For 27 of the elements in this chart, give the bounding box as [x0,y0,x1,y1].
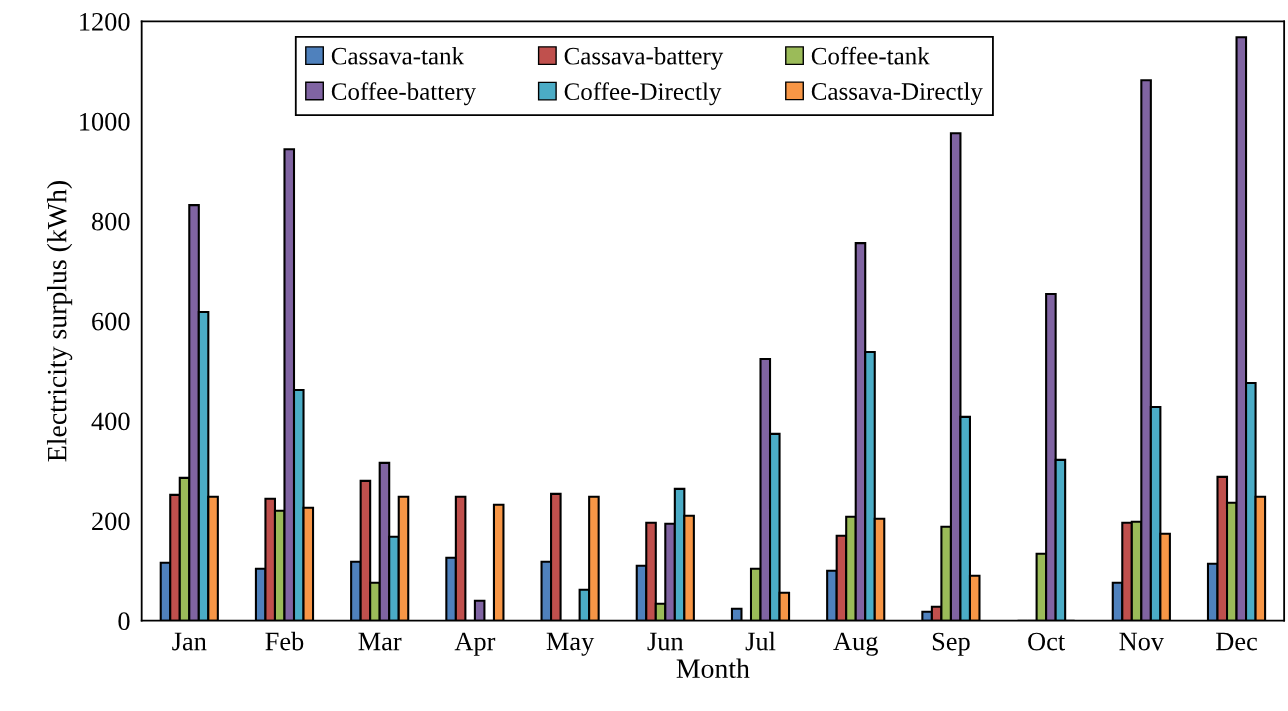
x-tick-label: Jul [745,631,776,651]
y-tick-label: 1000 [80,112,130,131]
x-tick-label: Jan [172,632,207,651]
legend-label: Cassava-battery [564,46,724,70]
x-tick-label: Dec [1216,632,1257,651]
legend-label: Cassava-Directly [811,82,983,106]
y-tick-label: 0 [118,612,130,631]
legend-label: Cassava-tank [331,46,465,65]
y-tick-label: 600 [92,312,130,331]
x-tick-label: Nov [1119,632,1165,651]
x-tick-label: Oct [1028,632,1066,651]
legend-label: Coffee-tank [811,46,930,65]
x-axis-title: Month [676,658,750,679]
x-tick-label: Aug [833,632,878,656]
x-tick-label: Mar [358,632,402,651]
y-axis-title: Electricity surplus (kWh) [46,181,73,462]
y-tick-label: 800 [91,212,130,231]
x-tick-label: Sep [932,632,970,656]
y-tick-label: 1200 [80,12,130,31]
x-tick-label: Feb [265,631,304,651]
y-tick-label: 400 [91,412,130,431]
legend-label: Coffee-Directly [564,82,722,106]
legend-label: Coffee-battery [331,82,477,106]
y-tick-label: 200 [92,512,130,531]
x-tick-label: Jun [647,632,684,651]
x-tick-label: Apr [454,632,496,656]
x-tick-label: May [546,632,595,656]
